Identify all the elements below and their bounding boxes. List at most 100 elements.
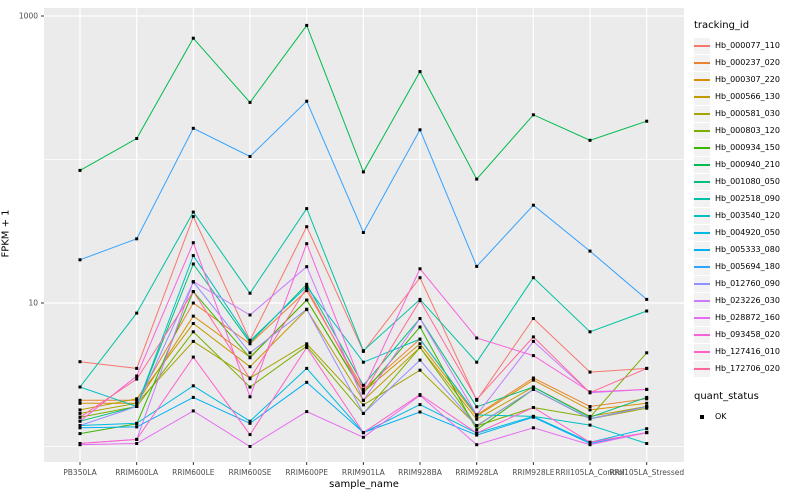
data-point [135, 137, 139, 140]
data-point [191, 395, 195, 399]
data-point [475, 264, 479, 268]
legend-color-line-icon [694, 197, 710, 200]
data-point [248, 356, 252, 360]
legend-quant-status: quant_status OK [694, 391, 800, 425]
data-point [305, 282, 309, 286]
data-point [645, 309, 649, 313]
x-tick-label-RRIM600SE: RRIM600SE [229, 468, 272, 477]
data-point [305, 265, 309, 269]
data-point [531, 354, 535, 358]
data-point [531, 426, 535, 430]
data-point [645, 387, 649, 391]
data-point [248, 385, 252, 389]
legend-item-Hb_093458_020: Hb_093458_020 [694, 326, 800, 343]
data-point [588, 443, 592, 447]
legend-item-Hb_005333_080: Hb_005333_080 [694, 241, 800, 258]
legend-item-Hb_000237_020: Hb_000237_020 [694, 54, 800, 71]
data-point [475, 417, 479, 421]
data-point [248, 341, 252, 345]
legend-item-label: Hb_000237_020 [715, 58, 780, 67]
legend-item-label: Hb_000566_130 [715, 92, 780, 101]
data-point [475, 336, 479, 340]
legend-item-label: OK [715, 412, 727, 421]
data-point [588, 415, 592, 419]
data-point [191, 301, 195, 305]
legend-key-swatch [694, 360, 710, 377]
x-tick-label-RRIM600LE: RRIM600LE [172, 468, 215, 477]
data-point [248, 313, 252, 317]
data-point [248, 291, 252, 295]
legend-color-items: Hb_000077_110 Hb_000237_020 Hb_000307_220 H… [694, 37, 800, 377]
legend-key-swatch [694, 275, 710, 292]
legend-item-label: Hb_001080_050 [715, 177, 780, 186]
legend-key-swatch [694, 190, 710, 207]
data-point [475, 433, 479, 437]
data-point [588, 391, 592, 395]
data-point [248, 100, 252, 104]
legend-key-swatch [694, 37, 710, 54]
data-point [645, 395, 649, 399]
data-point [531, 317, 535, 320]
legend-key-swatch [694, 241, 710, 258]
data-point [78, 415, 82, 419]
data-point [78, 401, 82, 405]
data-point [475, 428, 479, 432]
legend-key-swatch [694, 292, 710, 309]
data-point [645, 442, 649, 445]
data-point [531, 376, 535, 380]
data-point [531, 113, 535, 117]
legend-color-line-icon [694, 44, 710, 47]
data-point [531, 387, 535, 391]
data-point [78, 258, 82, 262]
data-point [305, 380, 309, 384]
legend-item-label: Hb_000803_120 [715, 126, 780, 135]
data-point [531, 335, 535, 339]
legend-key-swatch [694, 54, 710, 71]
legend-item-Hb_127416_010: Hb_127416_010 [694, 343, 800, 360]
data-point [361, 431, 365, 435]
data-point [588, 405, 592, 408]
legend-title-tracking-id: tracking_id [694, 20, 750, 31]
legend-key-swatch [694, 156, 710, 173]
data-point [645, 405, 649, 409]
data-point [78, 419, 82, 423]
legend-key-swatch [694, 122, 710, 139]
y-tick-label: 10 [28, 299, 38, 308]
legend-key-swatch [694, 343, 710, 360]
data-point [135, 401, 139, 405]
data-point [475, 397, 479, 401]
legend-item-label: Hb_028872_160 [715, 313, 780, 322]
data-point [191, 254, 195, 258]
data-point [248, 339, 252, 343]
legend-item-Hb_000940_210: Hb_000940_210 [694, 156, 800, 173]
data-point [191, 241, 195, 245]
data-point [305, 289, 309, 293]
legend-item-Hb_001080_050: Hb_001080_050 [694, 173, 800, 190]
data-point [588, 138, 592, 142]
legend-color-line-icon [694, 248, 710, 251]
data-point [135, 437, 139, 441]
data-point [305, 342, 309, 346]
legend-item-Hb_000307_220: Hb_000307_220 [694, 71, 800, 88]
y-axis-title: FPKM + 1 [0, 209, 12, 258]
data-point [531, 415, 535, 419]
data-point [135, 425, 139, 429]
data-point [135, 366, 139, 370]
data-point [588, 440, 592, 444]
data-point [78, 360, 82, 364]
data-point [418, 368, 422, 372]
data-point [361, 360, 365, 364]
legend-item-Hb_003540_120: Hb_003540_120 [694, 207, 800, 224]
legend-color-line-icon [694, 333, 710, 336]
data-point [191, 280, 195, 284]
data-point [191, 36, 195, 40]
legend-item-label: Hb_000307_220 [715, 75, 780, 84]
legend-item-Hb_000077_110: Hb_000077_110 [694, 37, 800, 54]
legend-title-quant-status: quant_status [694, 391, 759, 402]
data-point [78, 408, 82, 412]
data-point [418, 337, 422, 341]
data-point [645, 401, 649, 405]
data-point [78, 442, 82, 445]
legend-color-line-icon [694, 146, 710, 149]
